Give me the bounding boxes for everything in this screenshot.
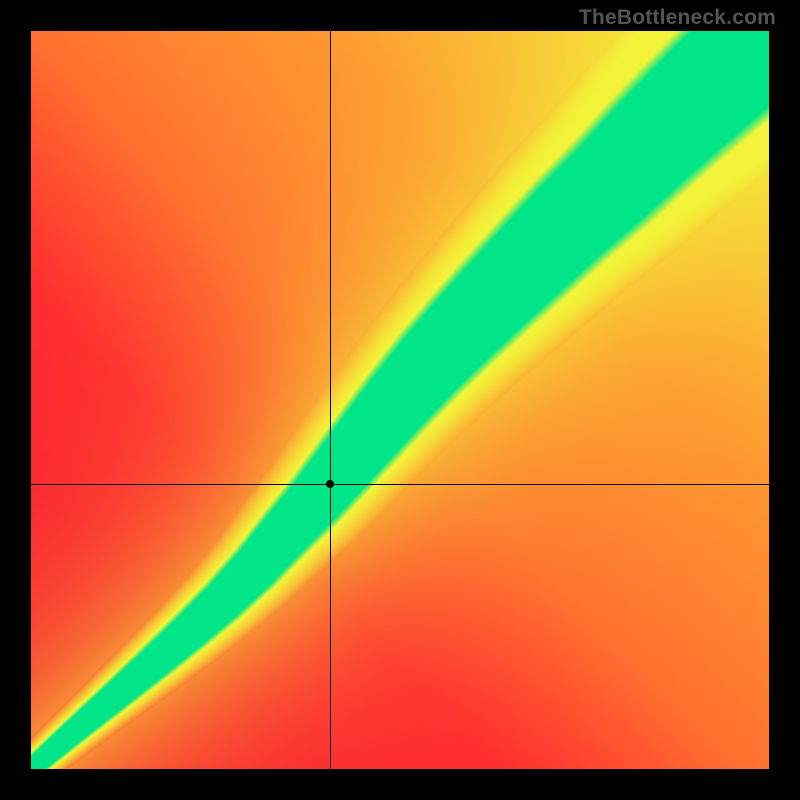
figure-container: TheBottleneck.com bbox=[0, 0, 800, 800]
crosshair-marker bbox=[326, 480, 334, 488]
watermark-text: TheBottleneck.com bbox=[579, 6, 776, 30]
crosshair-horizontal bbox=[31, 484, 769, 485]
crosshair-vertical bbox=[330, 31, 331, 769]
heatmap-canvas bbox=[31, 31, 769, 769]
